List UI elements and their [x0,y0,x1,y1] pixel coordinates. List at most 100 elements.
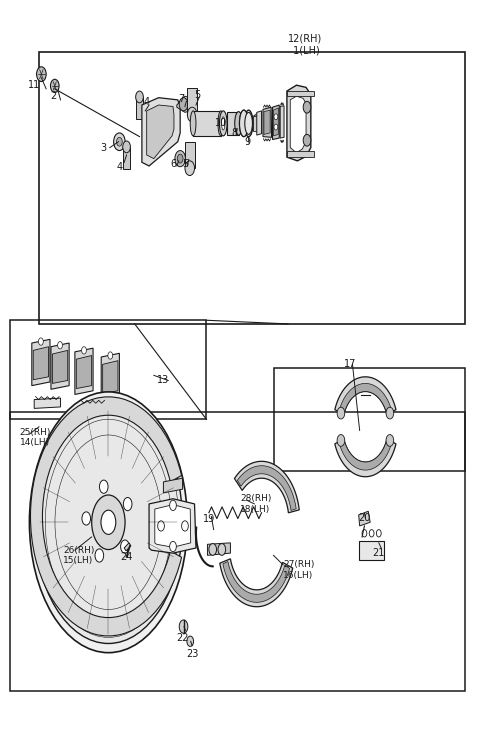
Polygon shape [223,562,289,602]
Ellipse shape [123,498,132,511]
Text: 24: 24 [120,552,133,562]
Circle shape [337,407,345,419]
Circle shape [303,102,311,113]
Circle shape [218,544,226,556]
Circle shape [386,434,394,446]
Text: 5: 5 [182,159,188,169]
Ellipse shape [245,113,252,135]
Text: 2: 2 [50,91,57,101]
Polygon shape [124,543,131,551]
Text: 28(RH)
18(LH): 28(RH) 18(LH) [240,494,271,514]
Polygon shape [142,98,180,166]
Polygon shape [263,107,272,138]
Ellipse shape [219,111,227,136]
Ellipse shape [222,117,225,130]
Circle shape [337,434,345,446]
Polygon shape [340,442,391,470]
Ellipse shape [34,401,182,643]
Text: 25(RH)
14(LH): 25(RH) 14(LH) [20,428,51,447]
Polygon shape [34,398,60,408]
Polygon shape [287,152,314,158]
Text: 17: 17 [344,359,356,369]
Polygon shape [273,105,279,140]
Polygon shape [101,353,120,400]
Polygon shape [52,350,68,383]
Text: 20: 20 [358,513,371,523]
Circle shape [179,620,188,633]
Ellipse shape [95,549,104,562]
Circle shape [181,521,188,531]
Polygon shape [147,105,174,159]
Polygon shape [290,96,306,153]
Polygon shape [193,111,221,136]
Polygon shape [136,97,144,119]
Text: 3: 3 [100,143,107,152]
Ellipse shape [29,392,187,653]
Polygon shape [253,114,258,116]
Circle shape [386,407,394,419]
Polygon shape [287,85,311,161]
Polygon shape [76,355,92,389]
Circle shape [175,151,185,167]
Polygon shape [264,110,270,135]
Text: 19: 19 [203,514,215,523]
Text: 27(RH)
16(LH): 27(RH) 16(LH) [283,560,314,580]
Ellipse shape [99,480,108,493]
Circle shape [209,544,216,556]
Polygon shape [234,461,299,513]
Ellipse shape [92,495,125,550]
Circle shape [114,133,125,151]
Ellipse shape [120,540,129,553]
Text: 22: 22 [176,633,189,643]
Text: 10: 10 [215,118,227,128]
Ellipse shape [82,512,91,525]
Text: 5: 5 [194,90,200,99]
Polygon shape [220,559,293,606]
Circle shape [50,79,59,93]
Polygon shape [163,478,182,493]
Polygon shape [335,439,396,477]
Circle shape [187,636,193,646]
Polygon shape [187,88,197,115]
Text: 21: 21 [372,548,385,558]
Ellipse shape [240,110,248,137]
Circle shape [157,521,164,531]
Polygon shape [51,343,69,389]
Circle shape [303,135,311,146]
Text: 4: 4 [116,163,122,172]
Polygon shape [359,541,384,561]
Polygon shape [103,361,118,394]
Circle shape [136,91,144,103]
Circle shape [169,500,176,511]
Circle shape [36,67,46,82]
Circle shape [108,352,113,359]
Polygon shape [335,377,396,414]
Ellipse shape [235,112,242,135]
Circle shape [169,542,176,552]
Text: 26(RH)
15(LH): 26(RH) 15(LH) [63,545,94,565]
Circle shape [274,114,278,120]
Polygon shape [257,111,262,135]
Circle shape [82,347,86,354]
Polygon shape [287,91,314,96]
Polygon shape [149,499,196,553]
Polygon shape [253,116,258,131]
Text: 9: 9 [244,137,250,146]
Polygon shape [155,505,191,548]
Circle shape [274,124,278,130]
Ellipse shape [218,111,224,136]
Text: 4: 4 [144,97,150,107]
Text: 7: 7 [179,94,185,104]
Ellipse shape [190,111,196,136]
Polygon shape [75,348,93,394]
Polygon shape [80,402,106,412]
Circle shape [117,138,122,146]
Circle shape [185,161,194,175]
Polygon shape [185,142,194,169]
Text: 8: 8 [231,128,237,138]
Text: 11: 11 [28,80,40,91]
Polygon shape [123,147,131,169]
Circle shape [38,338,43,345]
Circle shape [187,107,197,122]
Polygon shape [32,339,50,386]
